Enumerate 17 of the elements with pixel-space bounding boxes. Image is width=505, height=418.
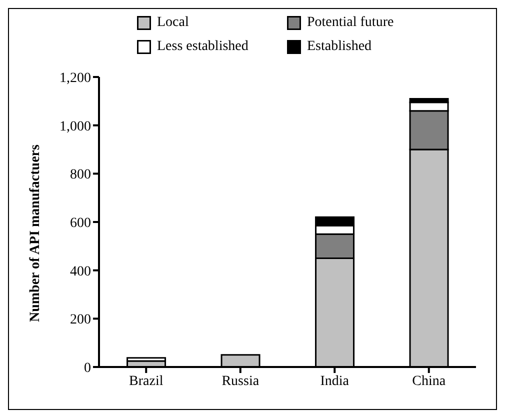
legend-label: Potential future [307, 15, 394, 31]
y-axis-title: Number of API manufactuers [28, 144, 43, 322]
y-tick-label: 400 [70, 264, 91, 280]
x-tick-label: India [320, 374, 350, 389]
y-tick-label: 200 [70, 312, 91, 328]
bar [126, 357, 166, 362]
y-tick-label: 600 [70, 216, 91, 231]
x-tick-label: Russia [222, 374, 260, 389]
legend-label: Local [157, 15, 189, 31]
y-tick-label: 0 [84, 360, 91, 376]
x-tick-label: China [412, 374, 446, 389]
legend-label: Established [307, 39, 372, 55]
legend-label: Less established [157, 39, 248, 55]
y-tick-label: 1,200 [60, 70, 91, 86]
y-tick-label: 800 [70, 168, 91, 183]
x-tick-label: Brazil [129, 374, 164, 389]
y-tick-label: 1,000 [60, 119, 91, 134]
